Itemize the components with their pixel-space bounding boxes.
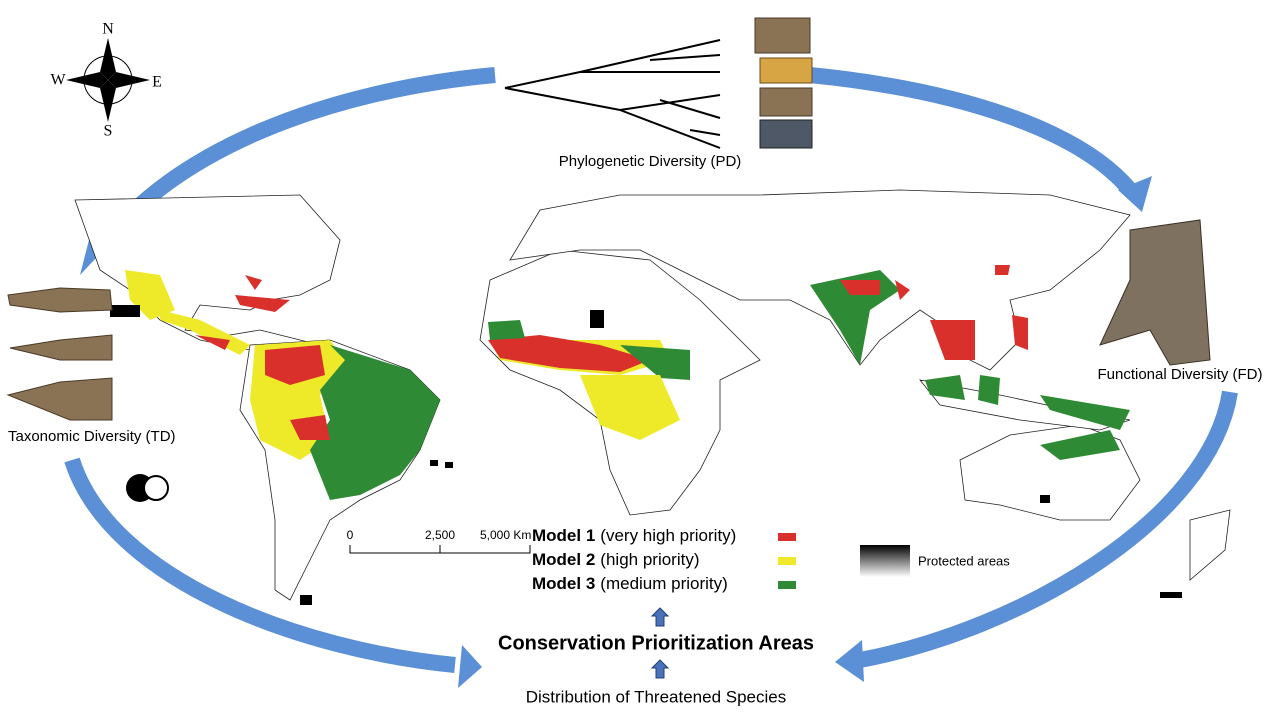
- priority-patch: [160, 310, 250, 355]
- priority-patch: [195, 335, 230, 350]
- croc-image: [1099, 219, 1211, 366]
- priority-areas: [125, 265, 1130, 500]
- priority-patch: [925, 375, 965, 400]
- arrow: [858, 390, 1238, 668]
- protected-label: Protected areas: [918, 553, 1010, 568]
- priority-patch: [978, 375, 1000, 405]
- model-name: Model 2: [532, 550, 595, 569]
- compass-w: W: [50, 72, 66, 89]
- arrowhead: [835, 640, 864, 682]
- up-arrow: [650, 659, 670, 679]
- compass: N S W E: [50, 21, 161, 140]
- croc-image: [7, 287, 113, 313]
- priority-patch: [310, 345, 440, 500]
- protected-swatch: [860, 545, 910, 577]
- model-name: Model 3: [532, 574, 595, 593]
- priority-patch: [580, 375, 680, 440]
- arrowhead: [1118, 176, 1152, 212]
- scale-label: 5,000 Km: [480, 528, 531, 542]
- priority-patch: [488, 320, 525, 340]
- model-description: (high priority): [600, 550, 699, 569]
- scale-label: 0: [347, 528, 354, 542]
- arrow: [64, 457, 456, 673]
- protected-area: [1160, 592, 1182, 598]
- arrow: [809, 67, 1137, 196]
- model-description: (very high priority): [600, 526, 736, 545]
- result-label: Conservation Prioritization Areas: [498, 632, 814, 654]
- model-name: Model 1: [532, 526, 595, 545]
- td-label: Taxonomic Diversity (TD): [8, 428, 176, 445]
- model-description: (medium priority): [600, 574, 728, 593]
- priority-patch: [1040, 395, 1130, 430]
- phylogeny: [504, 17, 813, 149]
- priority-patch: [840, 280, 880, 295]
- compass-point: [66, 72, 108, 88]
- icon: [143, 475, 169, 501]
- legend-entry: Model 3 (medium priority): [532, 574, 728, 593]
- priority-patch: [265, 345, 325, 385]
- priority-patch: [895, 280, 910, 300]
- priority-patch: [995, 265, 1010, 275]
- priority-patch: [235, 295, 290, 312]
- priority-patch: [290, 415, 330, 440]
- arrowhead: [458, 645, 482, 688]
- compass-ring: [83, 55, 133, 105]
- source-label: Distribution of Threatened Species: [526, 687, 787, 706]
- priority-patch: [245, 275, 262, 290]
- legend-entry: Model 2 (high priority): [532, 550, 700, 569]
- legend-swatch: [778, 557, 796, 565]
- croc-image: [9, 334, 113, 361]
- compass-point: [100, 38, 116, 80]
- priority-patch: [1012, 315, 1028, 350]
- croc-image: [6, 377, 113, 421]
- protected-area: [590, 310, 604, 328]
- pd-label: Phylogenetic Diversity (PD): [559, 153, 742, 170]
- priority-patch: [1040, 430, 1120, 460]
- new-zealand: [1189, 509, 1231, 581]
- compass-point: [108, 72, 150, 88]
- protected-area: [110, 305, 140, 317]
- priority-patch: [930, 320, 975, 360]
- legend-swatch: [778, 533, 796, 541]
- compass-n: N: [102, 21, 114, 38]
- up-arrow: [650, 607, 670, 627]
- compass-point: [100, 80, 116, 122]
- legend: Model 1 (very high priority) Model 2 (high …: [532, 526, 796, 593]
- protected-area: [430, 460, 438, 466]
- priority-patch: [620, 345, 690, 380]
- legend-swatch: [778, 581, 796, 589]
- protected-area: [1040, 495, 1050, 503]
- compass-e: E: [152, 74, 162, 91]
- compass-s: S: [104, 123, 113, 140]
- fd-label: Functional Diversity (FD): [1097, 366, 1262, 383]
- legend-entry: Model 1 (very high priority): [532, 526, 736, 545]
- priority-patch: [488, 335, 650, 372]
- scale-label: 2,500: [425, 528, 455, 542]
- scale-bar: 0 2,500 5,000 Km: [347, 528, 531, 554]
- protected-area: [300, 595, 312, 605]
- protected-area: [445, 462, 453, 468]
- protected-areas: [110, 305, 1182, 605]
